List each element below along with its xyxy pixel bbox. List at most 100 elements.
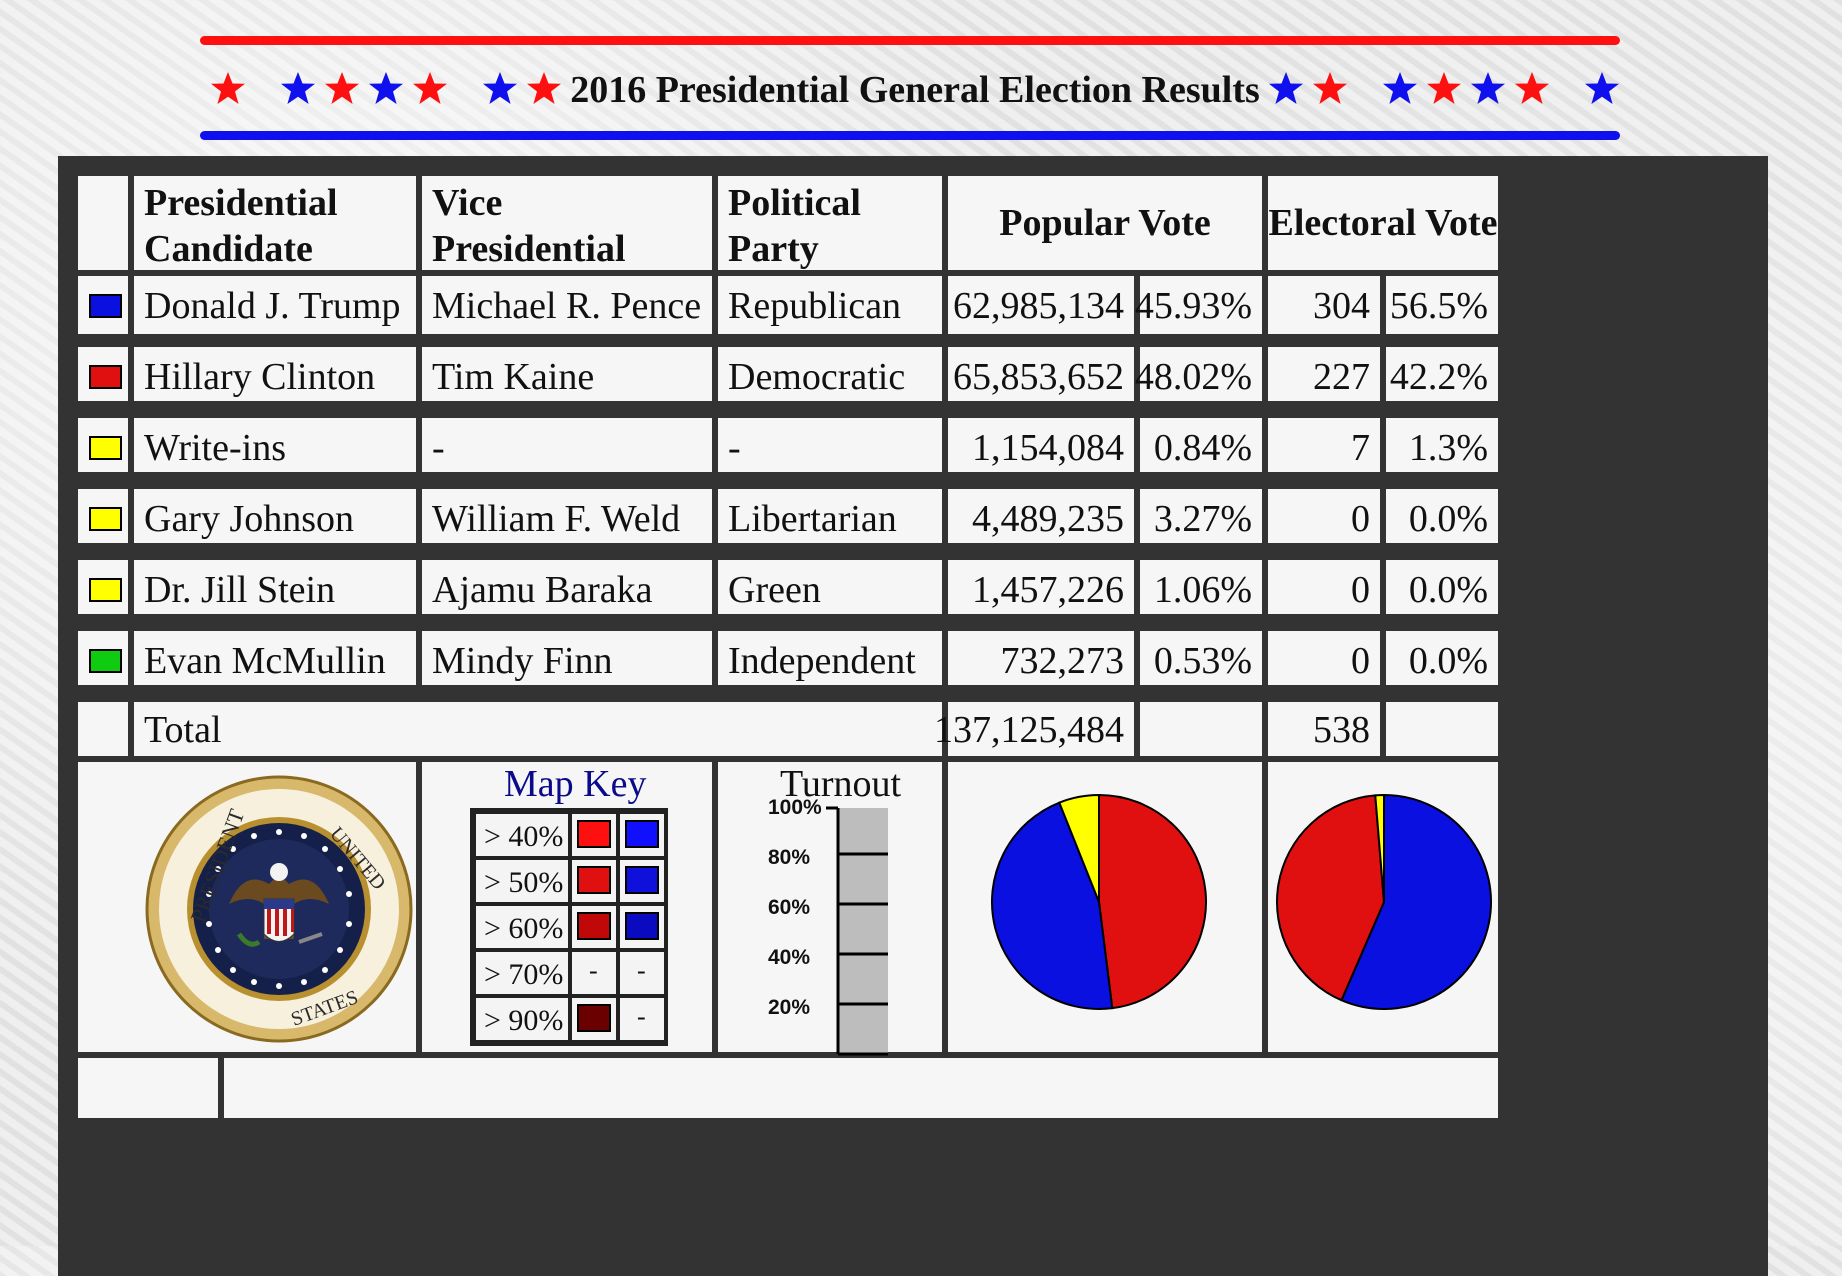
table-cell: Mindy Finn (422, 631, 712, 685)
table-cell: Michael R. Pence (422, 276, 712, 334)
table-cell: - (422, 418, 712, 472)
turnout-tick-label: 80% (768, 846, 811, 869)
table-cell: 1.3% (1386, 418, 1498, 472)
banner-red-line (200, 36, 1620, 45)
header-electoral-vote: Electoral Vote (1268, 176, 1498, 270)
total-ev: 538 (1313, 709, 1370, 751)
stars-right (1264, 71, 1624, 110)
header-swatch-cell (78, 176, 128, 270)
total-votes: 137,125,484 (934, 709, 1124, 751)
candidate-color-swatch (89, 578, 122, 602)
total-label-cell: Total (134, 702, 942, 756)
star-icon (1308, 71, 1352, 110)
pie-slice-other (1057, 793, 1100, 903)
stars-left (206, 71, 566, 110)
pie-slice-clinton (1098, 793, 1207, 1010)
map-key-blue-swatch (625, 866, 659, 894)
next-row-cell-right (224, 1058, 1498, 1118)
star-icon (320, 71, 364, 110)
table-cell: 0.0% (1386, 631, 1498, 685)
header-vice: Vice Presidential Candidate (422, 176, 712, 316)
total-label: Total (144, 709, 222, 751)
star-icon (522, 71, 566, 110)
electoral-vote-pie-chart (1276, 793, 1492, 1010)
star-icon (1264, 71, 1308, 110)
table-cell (78, 347, 128, 401)
popular-vote-pie-chart (991, 793, 1207, 1010)
table-cell: 3.27% (1140, 489, 1262, 543)
table-cell: Evan McMullin (134, 631, 416, 685)
table-cell (78, 489, 128, 543)
table-cell: 1,154,084 (948, 418, 1134, 472)
table-cell: 45.93% (1135, 276, 1262, 334)
star-icon (276, 71, 320, 110)
table-cell: Republican (718, 276, 942, 334)
table-cell: Independent (718, 631, 942, 685)
map-key-red-swatch (577, 912, 611, 940)
title-banner: 2016 Presidential General Election Resul… (180, 30, 1650, 150)
table-cell: Hillary Clinton (134, 347, 416, 401)
map-key-blue-swatch (625, 820, 659, 848)
table-cell: 62,985,134 (948, 276, 1134, 334)
star-icon (1580, 71, 1624, 110)
star-icon (1466, 71, 1510, 110)
map-key-empty: - (637, 1002, 646, 1031)
map-key-red-cell (572, 814, 616, 856)
star-icon (1378, 71, 1422, 110)
star-icon (364, 71, 408, 110)
table-cell: 0.53% (1140, 631, 1262, 685)
table-cell: 0.84% (1140, 418, 1262, 472)
candidate-color-swatch (89, 507, 122, 531)
map-key-cell: Map Key > 40% > 50% > 60% > 70% - - > 90% - (422, 762, 712, 1052)
map-key-red-swatch (577, 820, 611, 848)
table-cell: - (718, 418, 942, 472)
turnout-tick-label: 40% (768, 946, 811, 969)
table-cell: 7 (1268, 418, 1380, 472)
page-title: 2016 Presidential General Election Resul… (570, 69, 1260, 111)
candidate-color-swatch (89, 436, 122, 460)
table-cell (78, 276, 128, 334)
map-key-blue-cell (620, 814, 664, 856)
candidate-color-swatch (89, 649, 122, 673)
star-icon (478, 71, 522, 110)
table-cell (78, 560, 128, 614)
table-cell: Tim Kaine (422, 347, 712, 401)
pie-slice-trump (991, 801, 1114, 1010)
star-icon (408, 71, 452, 110)
popular-vote-pie-cell (948, 762, 1262, 1052)
total-swatch-cell (78, 702, 128, 756)
table-cell: William F. Weld (422, 489, 712, 543)
map-key-blue-swatch (625, 912, 659, 940)
pie-slice-other (1374, 793, 1385, 903)
star-icon (1422, 71, 1466, 110)
table-cell: 0 (1268, 560, 1380, 614)
table-cell: 0.0% (1386, 560, 1498, 614)
map-key-blue-cell (620, 906, 664, 948)
pie-slice-clinton (1276, 794, 1386, 1002)
total-ev-pct-cell (1386, 702, 1498, 756)
table-cell: 0.0% (1386, 489, 1498, 543)
table-cell: Dr. Jill Stein (134, 560, 416, 614)
total-votes-cell: 137,125,484 (934, 702, 1134, 756)
table-cell: 0 (1268, 631, 1380, 685)
map-key-red-cell: - (572, 952, 616, 994)
table-cell: Ajamu Baraka (422, 560, 712, 614)
table-cell: Gary Johnson (134, 489, 416, 543)
results-frame: Presidential Candidate Vice Presidential… (58, 156, 1768, 1276)
table-cell: 48.02% (1135, 347, 1262, 401)
map-key-blue-cell (620, 860, 664, 902)
map-key-blue-cell: - (620, 998, 664, 1040)
table-cell: 227 (1268, 347, 1380, 401)
table-cell: 0 (1268, 489, 1380, 543)
total-ev-cell: 538 (1268, 702, 1380, 756)
candidate-color-swatch (89, 365, 122, 389)
map-key-label-cell: > 40% (476, 814, 568, 856)
pie-slice-trump (1340, 793, 1492, 1010)
map-key-label-cell: > 90% (476, 998, 568, 1040)
turnout-tick-label: 60% (768, 896, 811, 919)
header-party: Political Party (718, 176, 942, 270)
table-cell: Libertarian (718, 489, 942, 543)
table-cell: Donald J. Trump (134, 276, 416, 334)
map-key-red-cell (572, 860, 616, 902)
banner-blue-line (200, 131, 1620, 140)
